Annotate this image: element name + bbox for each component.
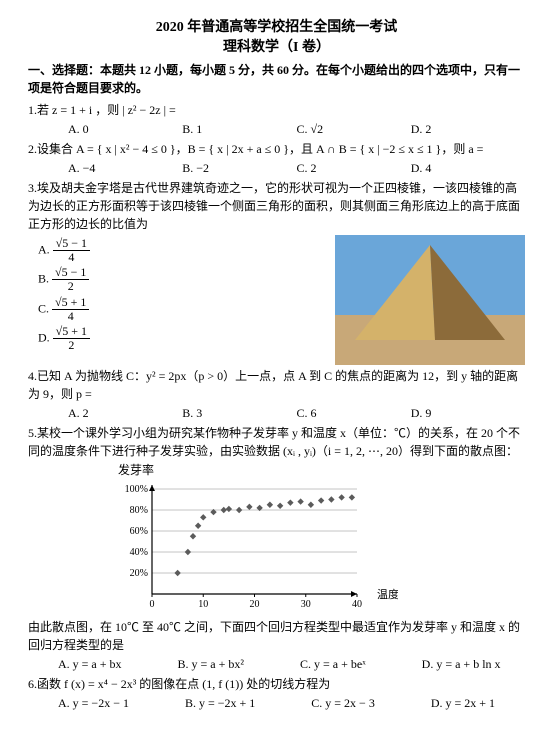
q1-opt-d: D. 2 (411, 121, 525, 138)
q3-body: A. √5 − 14 B. √5 − 12 C. √5 + 14 D. √5 +… (28, 235, 525, 365)
q3-opt-d: D. √5 + 12 (38, 325, 329, 352)
svg-text:100%: 100% (125, 484, 148, 495)
scatter-chart: 发芽率 20% 40% 60% 80% 100% 0 10 20 30 40 温度/℃ (118, 462, 398, 615)
q2-options: A. −4 B. −2 C. 2 D. 4 (68, 160, 525, 177)
svg-text:10: 10 (198, 599, 208, 610)
q3-opt-c: C. √5 + 14 (38, 296, 329, 323)
svg-text:30: 30 (301, 599, 311, 610)
exam-title-line1: 2020 年普通高等学校招生全国统一考试 (28, 18, 525, 38)
q3-opt-a: A. √5 − 14 (38, 237, 329, 264)
q2-opt-d: D. 4 (411, 160, 525, 177)
q5-options: A. y = a + bx B. y = a + bx² C. y = a + … (58, 656, 525, 673)
q5-opt-d: D. y = a + b ln x (422, 656, 501, 673)
svg-text:80%: 80% (130, 505, 148, 516)
q5-opt-b: B. y = a + bx² (178, 656, 244, 673)
q5-opt-a: A. y = a + bx (58, 656, 122, 673)
svg-text:40: 40 (352, 599, 362, 610)
q4-opt-a: A. 2 (68, 405, 182, 422)
question-3: 3.埃及胡夫金字塔是古代世界建筑奇迹之一，它的形状可视为一个正四棱锥，一该四棱锥… (28, 179, 525, 233)
q4-options: A. 2 B. 3 C. 6 D. 9 (68, 405, 525, 422)
svg-text:温度/℃: 温度/℃ (377, 587, 398, 601)
q1-opt-c: C. √2 (297, 121, 411, 138)
q4-opt-d: D. 9 (411, 405, 525, 422)
q6-opt-b: B. y = −2x + 1 (185, 695, 255, 712)
svg-text:60%: 60% (130, 526, 148, 537)
svg-text:20: 20 (250, 599, 260, 610)
q1-opt-a: A. 0 (68, 121, 182, 138)
q1-opt-b: B. 1 (182, 121, 296, 138)
question-6: 6.函数 f (x) = x⁴ − 2x³ 的图像在点 (1, f (1)) 处… (28, 675, 525, 693)
question-5b: 由此散点图，在 10℃ 至 40℃ 之间，下面四个回归方程类型中最适宜作为发芽率… (28, 618, 525, 654)
q6-opt-c: C. y = 2x − 3 (311, 695, 375, 712)
chart-ylabel: 发芽率 (118, 462, 398, 479)
q5-opt-c: C. y = a + beˣ (300, 656, 366, 673)
q6-options: A. y = −2x − 1 B. y = −2x + 1 C. y = 2x … (58, 695, 525, 712)
section-instruction: 一、选择题：本题共 12 小题，每小题 5 分，共 60 分。在每个小题给出的四… (28, 61, 525, 97)
q6-opt-d: D. y = 2x + 1 (431, 695, 495, 712)
question-5: 5.某校一个课外学习小组为研究某作物种子发芽率 y 和温度 x（单位：℃）的关系… (28, 424, 525, 460)
q4-opt-b: B. 3 (182, 405, 296, 422)
svg-text:20%: 20% (130, 568, 148, 579)
q2-opt-a: A. −4 (68, 160, 182, 177)
q1-options: A. 0 B. 1 C. √2 D. 2 (68, 121, 525, 138)
question-1: 1.若 z = 1 + i ，则 | z² − 2z | = (28, 101, 525, 119)
pyramid-image (335, 235, 525, 365)
q6-opt-a: A. y = −2x − 1 (58, 695, 129, 712)
exam-title-line2: 理科数学（I 卷） (28, 38, 525, 58)
q2-opt-c: C. 2 (297, 160, 411, 177)
svg-text:0: 0 (150, 599, 155, 610)
svg-text:40%: 40% (130, 547, 148, 558)
q3-opt-b: B. √5 − 12 (38, 266, 329, 293)
q4-opt-c: C. 6 (297, 405, 411, 422)
q2-opt-b: B. −2 (182, 160, 296, 177)
question-4: 4.已知 A 为抛物线 C：y² = 2px（p > 0）上一点，点 A 到 C… (28, 367, 525, 403)
question-2: 2.设集合 A = { x | x² − 4 ≤ 0 }，B = { x | 2… (28, 140, 525, 158)
